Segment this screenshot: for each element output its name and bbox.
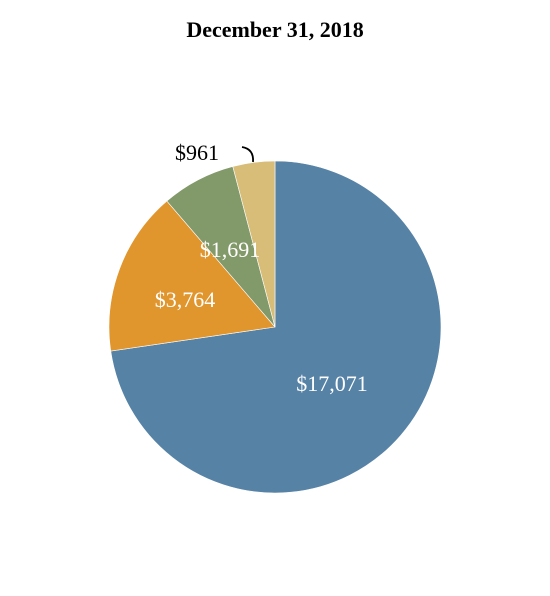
slice-label-1: $17,071 (296, 371, 368, 396)
slice-label-3: $1,691 (200, 237, 261, 262)
slice-label-4: $961 (175, 140, 219, 165)
pie-slice-2 (108, 200, 276, 352)
leader-line (241, 146, 254, 163)
slice-label-2: $3,764 (155, 287, 216, 312)
pie-slice-4 (232, 160, 276, 328)
pie-slice-1 (110, 160, 442, 494)
chart-title: December 31, 2018 (186, 17, 364, 42)
